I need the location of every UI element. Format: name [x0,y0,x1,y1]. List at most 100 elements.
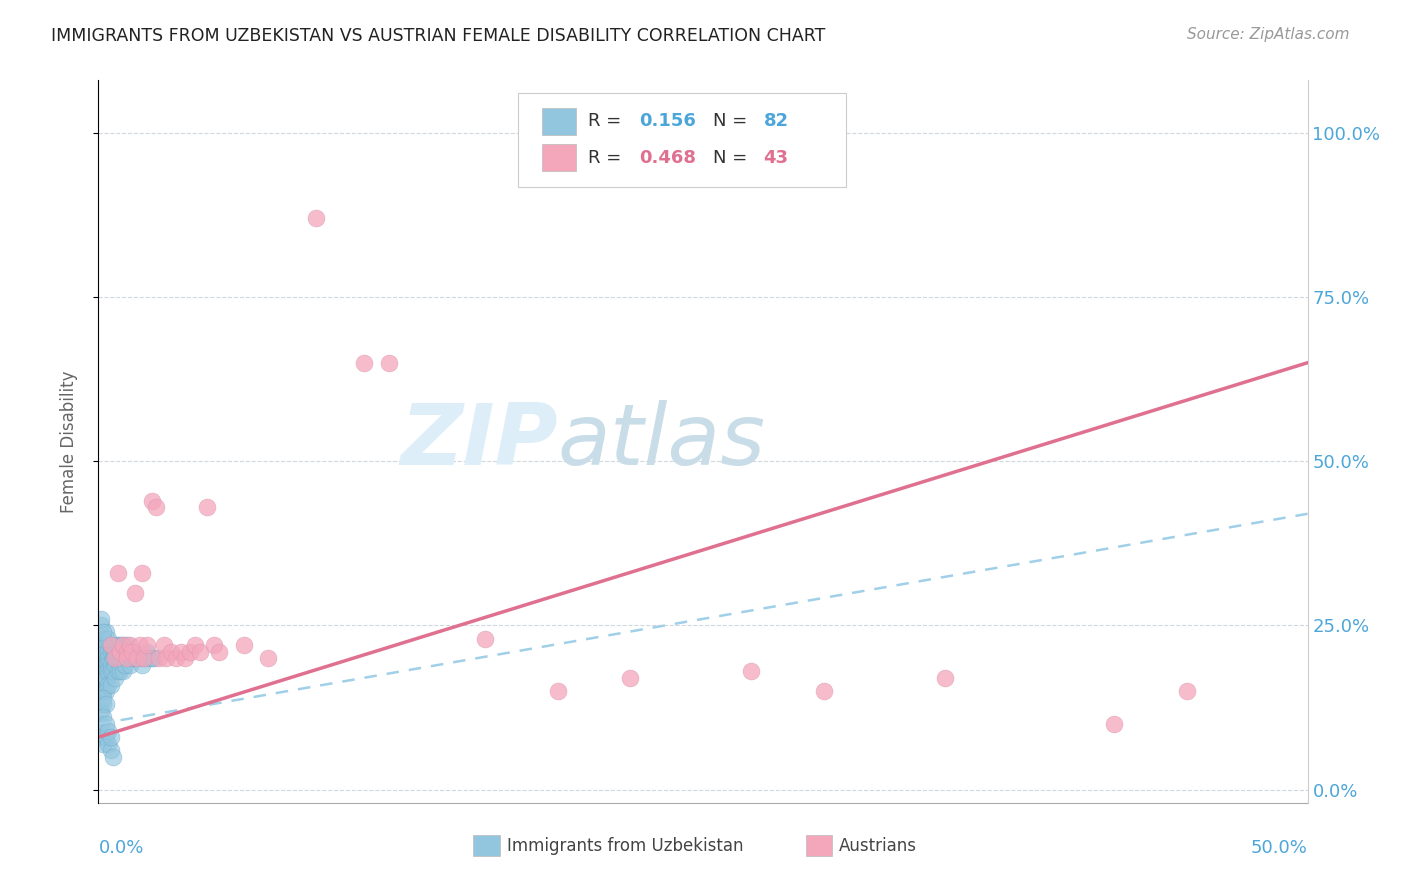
Text: IMMIGRANTS FROM UZBEKISTAN VS AUSTRIAN FEMALE DISABILITY CORRELATION CHART: IMMIGRANTS FROM UZBEKISTAN VS AUSTRIAN F… [51,27,825,45]
Point [91,684,114,698]
Point [128,638,150,652]
Point [117,638,139,652]
Point [114,657,136,672]
Point [100,645,122,659]
Point [97,737,120,751]
Point [94,684,117,698]
Point [204,638,226,652]
Point [101,665,124,679]
Point [547,684,569,698]
Point [97,645,120,659]
Text: 0.0%: 0.0% [98,838,143,857]
Point [138,651,160,665]
Point [91,645,114,659]
Point [148,651,170,665]
Point [160,645,183,659]
Point [195,500,218,515]
Text: 0.468: 0.468 [638,149,696,167]
Point [118,657,141,672]
Point [117,651,139,665]
Point [188,645,211,659]
Y-axis label: Female Disability: Female Disability [59,370,77,513]
Point [107,638,129,652]
FancyBboxPatch shape [543,144,576,171]
Point [143,651,166,665]
Point [353,356,375,370]
Point [97,665,120,679]
Text: 82: 82 [763,112,789,130]
Point [94,657,117,672]
Point [152,638,174,652]
Point [100,657,122,672]
Point [127,651,149,665]
Point [91,657,114,672]
Point [1102,717,1125,731]
Point [97,723,120,738]
Text: Source: ZipAtlas.com: Source: ZipAtlas.com [1187,27,1350,42]
Point [94,625,117,640]
Point [107,566,129,580]
Point [90,612,112,626]
Point [184,638,207,652]
Text: N =: N = [713,149,752,167]
Point [87,677,110,691]
Point [104,645,127,659]
Point [101,638,124,652]
Point [90,684,112,698]
Point [94,730,117,744]
Point [124,645,146,659]
Point [813,684,835,698]
Point [107,665,129,679]
FancyBboxPatch shape [806,835,832,855]
Point [165,651,187,665]
Point [100,743,122,757]
Point [740,665,762,679]
Point [135,638,157,652]
Point [117,651,139,665]
Point [91,690,114,705]
Point [114,645,136,659]
Text: Immigrants from Uzbekistan: Immigrants from Uzbekistan [508,838,744,855]
Point [91,665,114,679]
Point [118,645,141,659]
Point [100,677,122,691]
Point [100,665,122,679]
Point [619,671,641,685]
Point [91,710,114,724]
Point [121,651,143,665]
Text: 50.0%: 50.0% [1251,838,1308,857]
Point [305,211,328,226]
Point [104,638,127,652]
Point [131,657,153,672]
Point [91,698,114,712]
FancyBboxPatch shape [474,835,501,855]
Point [179,645,201,659]
Point [145,500,167,515]
Point [108,645,131,659]
Point [91,737,114,751]
Point [90,730,112,744]
Point [141,493,163,508]
Text: 0.156: 0.156 [638,112,696,130]
Point [128,651,150,665]
Point [94,665,117,679]
Point [90,651,112,665]
Point [111,651,134,665]
Point [90,638,112,652]
Text: N =: N = [713,112,752,130]
Point [94,671,117,685]
Point [101,645,124,659]
Point [256,651,278,665]
Point [97,632,120,646]
Point [104,657,127,672]
Point [474,632,496,646]
Point [111,638,134,652]
Point [101,749,124,764]
FancyBboxPatch shape [543,108,576,136]
Point [1175,684,1198,698]
Point [108,651,131,665]
Point [91,651,114,665]
Point [108,665,131,679]
Text: Austrians: Austrians [838,838,917,855]
Point [100,638,122,652]
